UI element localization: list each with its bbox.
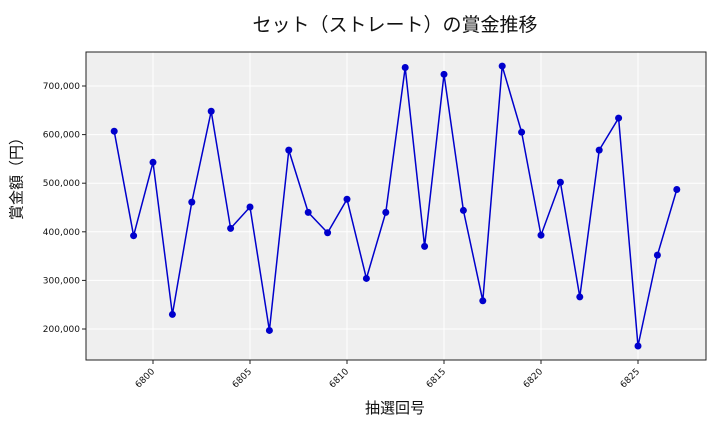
data-point xyxy=(149,158,157,166)
y-tick-label: 600,000 xyxy=(43,131,80,141)
data-point xyxy=(246,203,254,211)
data-point xyxy=(382,208,390,216)
data-point xyxy=(479,297,487,305)
data-point xyxy=(304,208,312,216)
x-tick-label: 6800 xyxy=(134,367,157,390)
data-point xyxy=(110,127,118,135)
plot-frame xyxy=(85,51,707,361)
data-point xyxy=(498,62,506,70)
x-tick-label: 6805 xyxy=(231,367,254,390)
x-tick-label: 6820 xyxy=(522,367,545,390)
chart-title: セット（ストレート）の賞金推移 xyxy=(252,14,538,36)
data-point xyxy=(673,186,681,194)
y-tick-label: 300,000 xyxy=(43,276,80,286)
data-point xyxy=(440,70,448,78)
data-point xyxy=(634,342,642,350)
series-line xyxy=(113,65,678,347)
data-point xyxy=(615,114,623,122)
y-tick-label: 500,000 xyxy=(43,179,80,189)
data-point xyxy=(343,195,351,203)
x-tick-label: 6825 xyxy=(619,367,642,390)
data-point xyxy=(324,229,332,237)
data-point xyxy=(459,206,467,214)
data-point xyxy=(362,274,370,282)
data-point xyxy=(556,178,564,186)
data-point xyxy=(421,242,429,250)
data-point xyxy=(265,326,273,334)
data-point xyxy=(401,64,409,72)
data-point xyxy=(168,310,176,318)
data-point xyxy=(227,224,235,232)
y-tick-label: 400,000 xyxy=(43,228,80,238)
y-tick-label: 700,000 xyxy=(43,82,80,92)
data-point xyxy=(653,251,661,259)
data-point xyxy=(576,293,584,301)
plot-area xyxy=(86,52,706,360)
data-point xyxy=(595,146,603,154)
data-point xyxy=(188,198,196,206)
data-point xyxy=(518,128,526,136)
data-point xyxy=(207,107,215,115)
x-tick-label: 6815 xyxy=(425,367,448,390)
x-axis-label: 抽選回号 xyxy=(364,399,425,417)
data-point xyxy=(537,231,545,239)
x-tick-label: 6810 xyxy=(328,367,351,390)
y-tick-label: 200,000 xyxy=(43,325,80,335)
data-point xyxy=(130,232,138,240)
data-point xyxy=(285,146,293,154)
